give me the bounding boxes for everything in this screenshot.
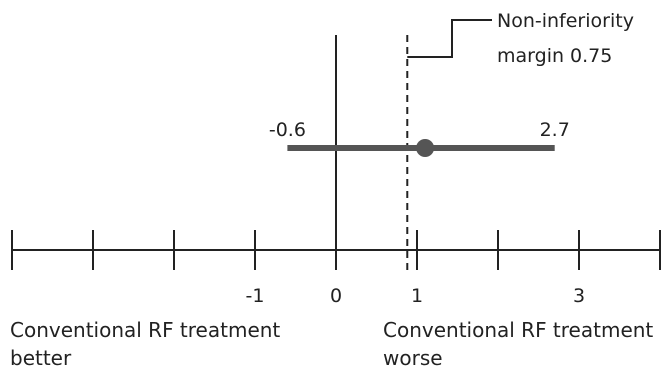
ci-lower-label: -0.6 — [269, 119, 306, 141]
x-tick-label: 3 — [573, 285, 585, 307]
left-region-label-line-2: better — [10, 346, 72, 370]
right-region-label-line-1: Conventional RF treatment — [383, 318, 653, 342]
x-axis-ticks — [11, 230, 661, 270]
x-axis-tick-labels: -1 0 1 3 — [246, 285, 586, 307]
margin-leader-line — [407, 19, 492, 58]
point-estimate-marker — [416, 139, 435, 157]
margin-label-line-2: margin 0.75 — [497, 45, 612, 67]
x-tick-label: 1 — [411, 285, 423, 307]
x-tick-label: -1 — [246, 285, 265, 307]
right-region-label-line-2: worse — [383, 346, 443, 370]
ci-upper-label: 2.7 — [540, 119, 570, 141]
margin-label-line-1: Non-inferiority — [497, 10, 634, 32]
x-tick-label: 0 — [330, 285, 342, 307]
left-region-label-line-1: Conventional RF treatment — [10, 318, 280, 342]
